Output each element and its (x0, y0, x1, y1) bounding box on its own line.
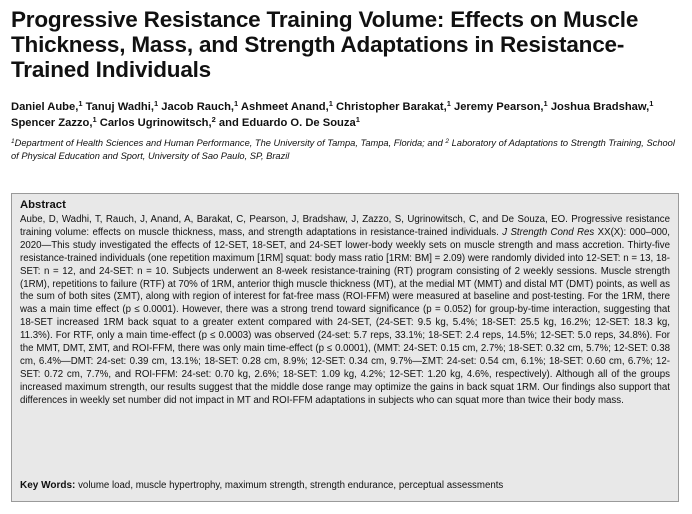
journal-name: J Strength Cond Res (502, 226, 595, 238)
citation-volume: XX(X): 000–000, 2020— (20, 226, 670, 251)
author-name: Jeremy Pearson, (453, 101, 544, 113)
author-name: Tanuj Wadhi, (85, 101, 154, 113)
author-affiliation-marker: 1 (543, 99, 548, 108)
author-affiliation-marker: 1 (153, 99, 159, 108)
author: Spencer Zazzo,1 (11, 115, 97, 129)
author: Ashmeet Anand,1 (240, 99, 333, 113)
author: Joshua Bradshaw,1 (550, 99, 654, 113)
affiliation-marker-2: 2 (445, 138, 450, 145)
author-name: Carlos Ugrinowitsch, (99, 117, 212, 129)
author: Tanuj Wadhi,1 (85, 99, 159, 113)
affiliation-1: Department of Health Sciences and Human … (14, 138, 446, 148)
author: Jacob Rauch,1 (161, 99, 239, 113)
author: Daniel Aube,1 (11, 99, 83, 113)
author-name: Ashmeet Anand, (240, 101, 329, 113)
author-affiliation-marker: 1 (446, 99, 451, 108)
author-affiliation-marker: 1 (328, 99, 333, 108)
author-name: Spencer Zazzo, (11, 117, 93, 129)
author-affiliation-marker: 1 (355, 115, 360, 124)
keywords-label: Key Words: (20, 480, 76, 491)
abstract-text: Aube, D, Wadhi, T, Rauch, J, Anand, A, B… (20, 214, 670, 408)
author: and Eduardo O. De Souza1 (218, 115, 360, 129)
abstract-box: Abstract Aube, D, Wadhi, T, Rauch, J, An… (11, 193, 679, 502)
author-affiliation-marker: 2 (211, 115, 216, 124)
author: Christopher Barakat,1 (336, 99, 451, 113)
author-affiliation-marker: 1 (78, 99, 83, 108)
affiliations: 1Department of Health Sciences and Human… (11, 137, 683, 164)
author: Carlos Ugrinowitsch,2 (99, 115, 216, 129)
keywords: Key Words: volume load, muscle hypertrop… (20, 480, 503, 491)
author: Jeremy Pearson,1 (453, 99, 548, 113)
abstract-body: This study investigated the effects of 1… (20, 239, 670, 406)
author-name: Joshua Bradshaw, (550, 101, 650, 113)
affiliation-marker-1: 1 (11, 138, 15, 145)
author-name: Jacob Rauch, (161, 101, 235, 113)
abstract-heading: Abstract (20, 199, 66, 211)
author-name: Christopher Barakat, (336, 101, 447, 113)
paper-title: Progressive Resistance Training Volume: … (11, 7, 639, 82)
author-name: Daniel Aube, (11, 101, 79, 113)
affiliation-2: Laboratory of Adaptations to Strength Tr… (11, 138, 675, 162)
author-affiliation-marker: 1 (649, 99, 654, 108)
author-list: Daniel Aube,1 Tanuj Wadhi,1 Jacob Rauch,… (11, 99, 683, 131)
author-affiliation-marker: 1 (92, 115, 97, 124)
keywords-list: volume load, muscle hypertrophy, maximum… (75, 480, 504, 491)
author-affiliation-marker: 1 (234, 99, 239, 108)
citation: Aube, D, Wadhi, T, Rauch, J, Anand, A, B… (20, 214, 670, 238)
author-name: and Eduardo O. De Souza (218, 117, 356, 129)
